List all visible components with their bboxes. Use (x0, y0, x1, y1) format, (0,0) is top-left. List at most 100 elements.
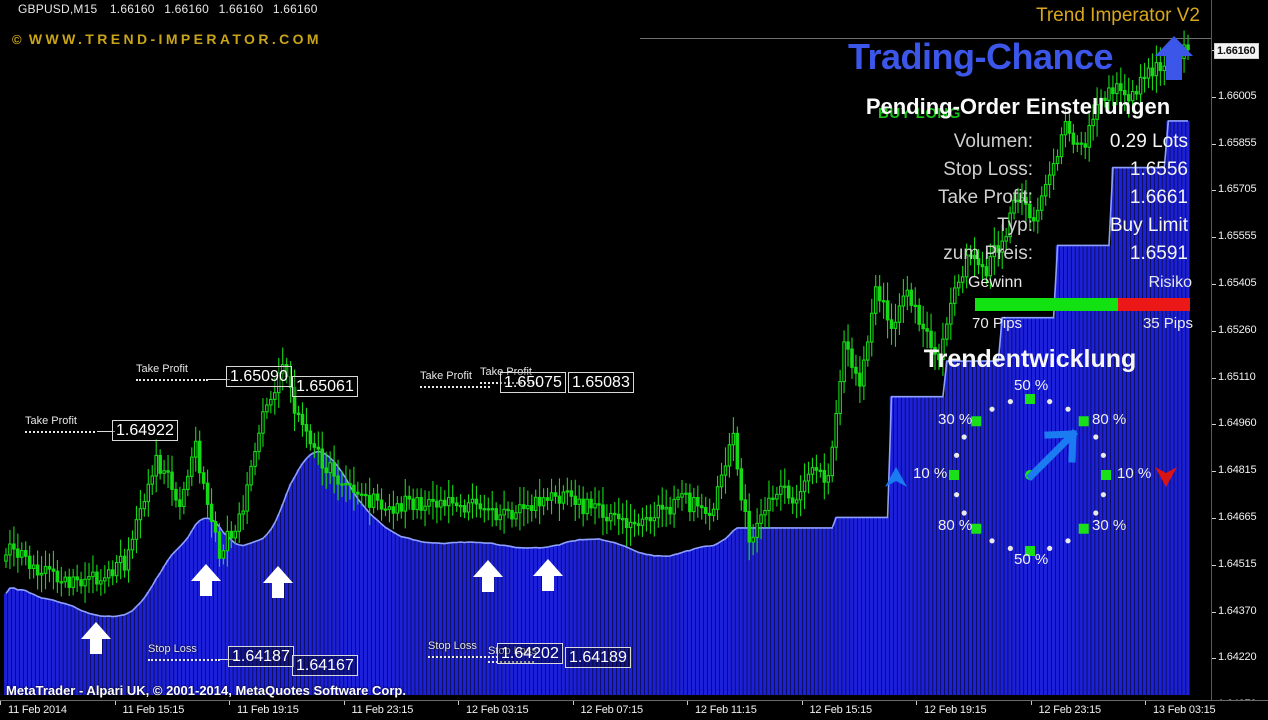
price-scale[interactable]: 1.66160 1.66005 1.65855 1.65705 1.65555 1.654… (1211, 0, 1268, 710)
order-price-box[interactable]: 1.64922 (112, 420, 178, 441)
status-bar: MetaTrader - Alpari UK, © 2001-2014, Met… (6, 683, 406, 698)
red-chevron-down-icon (1155, 467, 1177, 487)
time-tick-label: 13 Feb 03:15 (1153, 704, 1216, 716)
time-tick-label: 12 Feb 23:15 (1038, 704, 1102, 716)
arrow-up-right-icon (1026, 429, 1078, 481)
order-price-box[interactable]: 1.64187 (228, 646, 294, 667)
gauge-dot (953, 452, 960, 458)
order-price-box[interactable]: 1.64202 (497, 643, 563, 664)
reward-pips-value: 70 Pips (972, 315, 1023, 332)
setting-row-typ: Typ: Buy Limit (860, 212, 1190, 240)
gauge-dot (1100, 452, 1107, 458)
symbol-label: GBPUSD,M15 (18, 2, 98, 16)
gauge-dot (1047, 398, 1053, 405)
gauge-dot (1007, 545, 1013, 552)
gauge-dial (885, 394, 1177, 556)
gauge-percent-label: 80 % (938, 517, 973, 534)
signal-label: BUY LONG (878, 105, 961, 122)
gauge-percent-label: 30 % (1092, 517, 1127, 534)
order-label-text: Stop Loss (428, 640, 477, 652)
setting-row-take-profit: Take Profit: 1.6661 (860, 184, 1190, 212)
setting-row-zum-preis: zum Preis: 1.6591 (860, 240, 1190, 268)
quote-low: 1.66160 (218, 2, 264, 16)
price-tick-label: 1.64370 (1218, 604, 1257, 617)
order-label-text: Take Profit (420, 370, 472, 382)
pending-order-section-title: Pending-Order Einstellungen (865, 94, 1171, 119)
watermark-text: WWW.TREND-IMPERATOR.COM (28, 31, 322, 47)
price-tick-label: 1.64515 (1218, 557, 1257, 570)
price-tick-mark (1212, 237, 1216, 239)
price-tick-label: 1.65260 (1218, 323, 1257, 336)
time-tick-label: 12 Feb 03:15 (466, 704, 529, 716)
reward-label: Gewinn (968, 274, 1023, 291)
price-tick-label: 1.65405 (1218, 277, 1257, 289)
arrow-up-icon (473, 560, 503, 592)
order-price-box[interactable]: 1.65083 (568, 372, 634, 393)
gauge-percent-label: 80 % (1092, 411, 1127, 428)
price-tick-label: 1.65705 (1218, 183, 1257, 196)
price-tick-label: 1.65110 (1218, 370, 1256, 383)
gauge-percent-label: 50 % (1014, 377, 1049, 394)
gauge-percent-label: 30 % (938, 411, 973, 428)
time-tick-label: 12 Feb 19:15 (924, 704, 987, 716)
trend-cloud (4, 120, 1190, 696)
price-tick-mark (1212, 143, 1216, 145)
setting-key: Typ: (997, 215, 1033, 236)
setting-key: Take Profit: (937, 187, 1033, 208)
time-tick-label: 11 Feb 23:15 (351, 704, 414, 716)
price-tick-mark (1212, 377, 1216, 379)
price-tick-label: 1.64815 (1218, 464, 1257, 477)
order-price-box[interactable]: 1.65061 (292, 376, 358, 397)
time-tick-mark (458, 701, 459, 705)
chart-canvas (4, 30, 1190, 696)
gauge-dot (953, 492, 960, 498)
gauge-dot (989, 538, 995, 544)
setting-row-volumen: Volumen: 0.29 Lots (860, 128, 1190, 156)
gauge-dot (1065, 406, 1071, 412)
trend-development-title: Trendentwicklung (923, 345, 1137, 373)
order-price-box[interactable]: 1.64167 (292, 655, 358, 676)
price-tick-mark (1212, 284, 1216, 285)
price-tick-mark (1212, 424, 1216, 426)
order-price-box[interactable]: 1.65090 (226, 366, 292, 387)
order-level-dashes (428, 656, 498, 658)
chart-plot-area[interactable]: Take Profit 1.65090 1.65061 Take Profit Take… (0, 0, 1211, 700)
time-tick-label: 12 Feb 15:15 (809, 704, 873, 716)
gauge-dot (1100, 492, 1107, 498)
gauge-step-marker (1101, 470, 1111, 480)
time-scale[interactable]: 11 Feb 2014 11 Feb 15:15 11 Feb 19:15 11 Fe… (0, 700, 1268, 720)
time-tick-label: 11 Feb 19:15 (237, 704, 299, 716)
order-level-dashes (488, 661, 534, 663)
time-tick-mark (229, 701, 230, 705)
setting-value: Buy Limit (1109, 215, 1188, 236)
setting-value: 1.6556 (1129, 159, 1188, 180)
gauge-dot (989, 406, 995, 412)
setting-value: 1.6661 (1129, 187, 1188, 208)
reward-risk-bar (975, 298, 1190, 311)
price-tick-mark (1212, 611, 1216, 613)
gauge-dot (961, 434, 967, 440)
setting-key: zum Preis: (943, 243, 1033, 264)
gauge-percent-label: 10 % (1117, 465, 1152, 482)
arrow-up-icon (533, 559, 563, 591)
gauge-dot (1047, 545, 1053, 552)
gauge-step-marker (1078, 416, 1089, 427)
gauge-step-marker (949, 470, 959, 480)
symbol-quote-bar: GBPUSD,M15 1.66160 1.66160 1.66160 1.661… (0, 0, 1211, 18)
arrow-up-icon (191, 564, 221, 596)
order-label-text: Stop Loss (488, 645, 537, 657)
trading-chance-headline: Trading-Chance (848, 36, 1114, 77)
order-price-box[interactable]: 1.65075 (500, 372, 566, 393)
price-tick-mark (1212, 658, 1216, 660)
order-level-dashes (420, 386, 490, 388)
price-tick-label: 1.64960 (1218, 417, 1257, 430)
price-tick-label: 1.64665 (1218, 511, 1257, 523)
candlestick-series (4, 30, 1190, 603)
order-price-box[interactable]: 1.64189 (565, 647, 631, 668)
order-label-text: Take Profit (136, 363, 188, 375)
arrow-up-icon (81, 622, 111, 654)
price-tick-mark (1212, 518, 1216, 519)
quote-open: 1.66160 (109, 2, 155, 16)
setting-value: 1.6591 (1129, 243, 1188, 264)
